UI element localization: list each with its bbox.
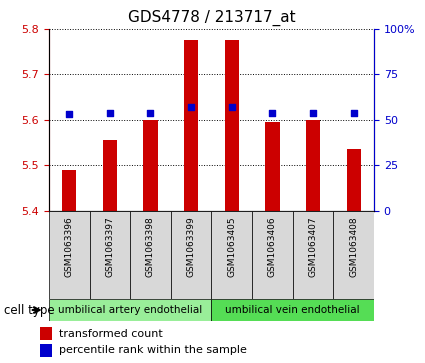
Bar [143,120,158,211]
Bar [130,211,171,299]
Point [188,104,195,110]
Bar [40,327,52,340]
Bar [40,344,52,357]
Text: GSM1063407: GSM1063407 [309,216,317,277]
Bar [265,122,280,211]
Text: GSM1063397: GSM1063397 [105,216,114,277]
Bar [62,170,76,211]
Bar [306,120,320,211]
Bar [103,140,117,211]
Text: cell type: cell type [4,303,55,317]
Point [147,110,154,115]
Text: transformed count: transformed count [59,329,162,339]
Bar [252,211,293,299]
Text: GSM1063398: GSM1063398 [146,216,155,277]
Bar [49,211,90,299]
Bar [171,211,211,299]
Bar [90,211,130,299]
Point [269,110,276,115]
Title: GDS4778 / 213717_at: GDS4778 / 213717_at [128,10,295,26]
Point [228,104,235,110]
Point [310,110,317,115]
Text: percentile rank within the sample: percentile rank within the sample [59,346,246,355]
Bar [346,149,361,211]
Bar [49,299,211,321]
Bar [225,40,239,211]
Point [106,110,113,115]
Text: GSM1063406: GSM1063406 [268,216,277,277]
Point [66,111,73,117]
Bar [184,40,198,211]
Bar [211,299,374,321]
Text: umbilical artery endothelial: umbilical artery endothelial [58,305,202,315]
Bar [333,211,374,299]
Point [350,110,357,115]
Bar [211,211,252,299]
Text: GSM1063408: GSM1063408 [349,216,358,277]
Text: GSM1063396: GSM1063396 [65,216,74,277]
Text: GSM1063405: GSM1063405 [227,216,236,277]
Bar [293,211,333,299]
Text: GSM1063399: GSM1063399 [187,216,196,277]
Text: umbilical vein endothelial: umbilical vein endothelial [225,305,360,315]
